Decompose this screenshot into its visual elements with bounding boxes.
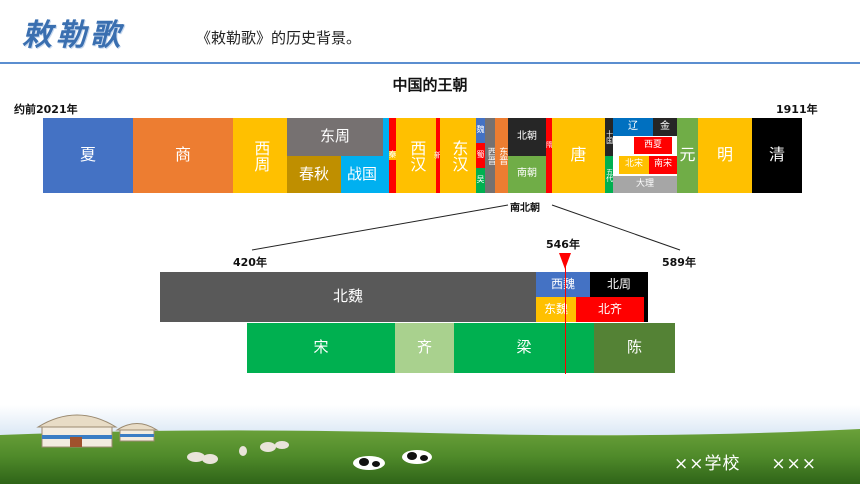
chart-title: 中国的王朝 [392, 76, 468, 94]
year-546-marker-arrow [559, 253, 571, 269]
dynasty-ming: 明 [698, 118, 752, 193]
period-xiwei: 西魏 [536, 272, 590, 297]
period-song: 宋 [247, 323, 395, 373]
period-beiqi: 北齐 [576, 297, 644, 322]
period-dongwei: 东魏 [536, 297, 576, 322]
dynasty-dongjin: 东晋 [495, 118, 508, 193]
dynasty-xixia: 西夏 [634, 137, 672, 154]
dynasty-xia: 夏 [43, 118, 133, 193]
nanbeichao-end-label: 589年 [662, 256, 696, 269]
dynasty-shang: 商 [133, 118, 233, 193]
period-beiwei: 北魏 [160, 272, 536, 322]
dynasty-tang: 唐 [552, 118, 605, 193]
slide-title: 敕勒歌 [22, 18, 124, 53]
period-liang: 梁 [454, 323, 594, 373]
slide-subtitle: 《敕勒歌》的历史背景。 [196, 29, 362, 47]
nanbeichao-mid-label: 546年 [546, 238, 580, 251]
yurt-small-icon [115, 423, 159, 442]
dynasty-wudai: 五代 [605, 156, 613, 193]
year-546-marker-line [565, 262, 566, 374]
dynasty-wei: 魏 [476, 118, 485, 143]
dynasty-wu: 吴 [476, 168, 485, 193]
timeline-start-label: 约前2021年 [14, 103, 78, 116]
header-divider [0, 62, 860, 64]
footer-teacher-name: ××× [771, 454, 818, 474]
nanbeichao-start-label: 420年 [233, 256, 267, 269]
dynasty-shiguo: 十国 [605, 118, 613, 156]
dynasty-jin: 金 [653, 118, 677, 136]
grassland-background [0, 405, 860, 484]
connector-right-line [551, 204, 681, 251]
period-chen: 陈 [594, 323, 675, 373]
dynasty-dongzhou: 东周 [287, 118, 383, 156]
dynasty-zhanguo: 战国 [341, 156, 383, 193]
dynasty-dali: 大理 [613, 176, 677, 193]
period-beiqi-end [644, 297, 648, 322]
dynasty-beisong: 北宋 [619, 156, 649, 174]
dynasty-qing: 清 [752, 118, 802, 193]
nanbeichao-label: 南北朝 [510, 203, 540, 214]
yurt-large-icon [36, 414, 118, 448]
dynasty-yuan: 元 [677, 118, 698, 193]
dynasty-xin-strip [436, 118, 440, 193]
dynasty-xin: 新 [434, 150, 442, 160]
dynasty-nansong: 南宋 [649, 156, 677, 174]
cow-icon [353, 450, 432, 470]
dynasty-sui-label: 隋 [546, 141, 552, 149]
dynasty-xijin: 西晋 [485, 118, 495, 193]
dynasty-beichao: 北朝 [508, 118, 546, 156]
dynasty-sui: 隋 [546, 118, 552, 193]
dynasty-xihan: 西汉 [396, 118, 436, 193]
dynasty-qin-label: 秦 [389, 150, 396, 160]
connector-left-line [251, 204, 509, 251]
dynasty-qin: 秦 [389, 118, 396, 193]
sheep-icon [187, 441, 289, 464]
dynasty-nanchao: 南朝 [508, 156, 546, 193]
dynasty-chunqiu: 春秋 [287, 156, 341, 193]
footer-school-name: ××学校 [674, 454, 741, 474]
dynasty-qin-strip [383, 118, 389, 193]
dynasty-donghan: 东汉 [440, 118, 476, 193]
timeline-end-label: 1911年 [776, 103, 818, 116]
dynasty-shu: 蜀 [476, 143, 485, 168]
dynasty-xizhou: 西周 [233, 118, 287, 193]
footer-school: ××学校 ××× [674, 449, 817, 474]
period-beizhou: 北周 [590, 272, 648, 297]
period-qi: 齐 [395, 323, 454, 373]
dynasty-liao: 辽 [613, 118, 653, 136]
